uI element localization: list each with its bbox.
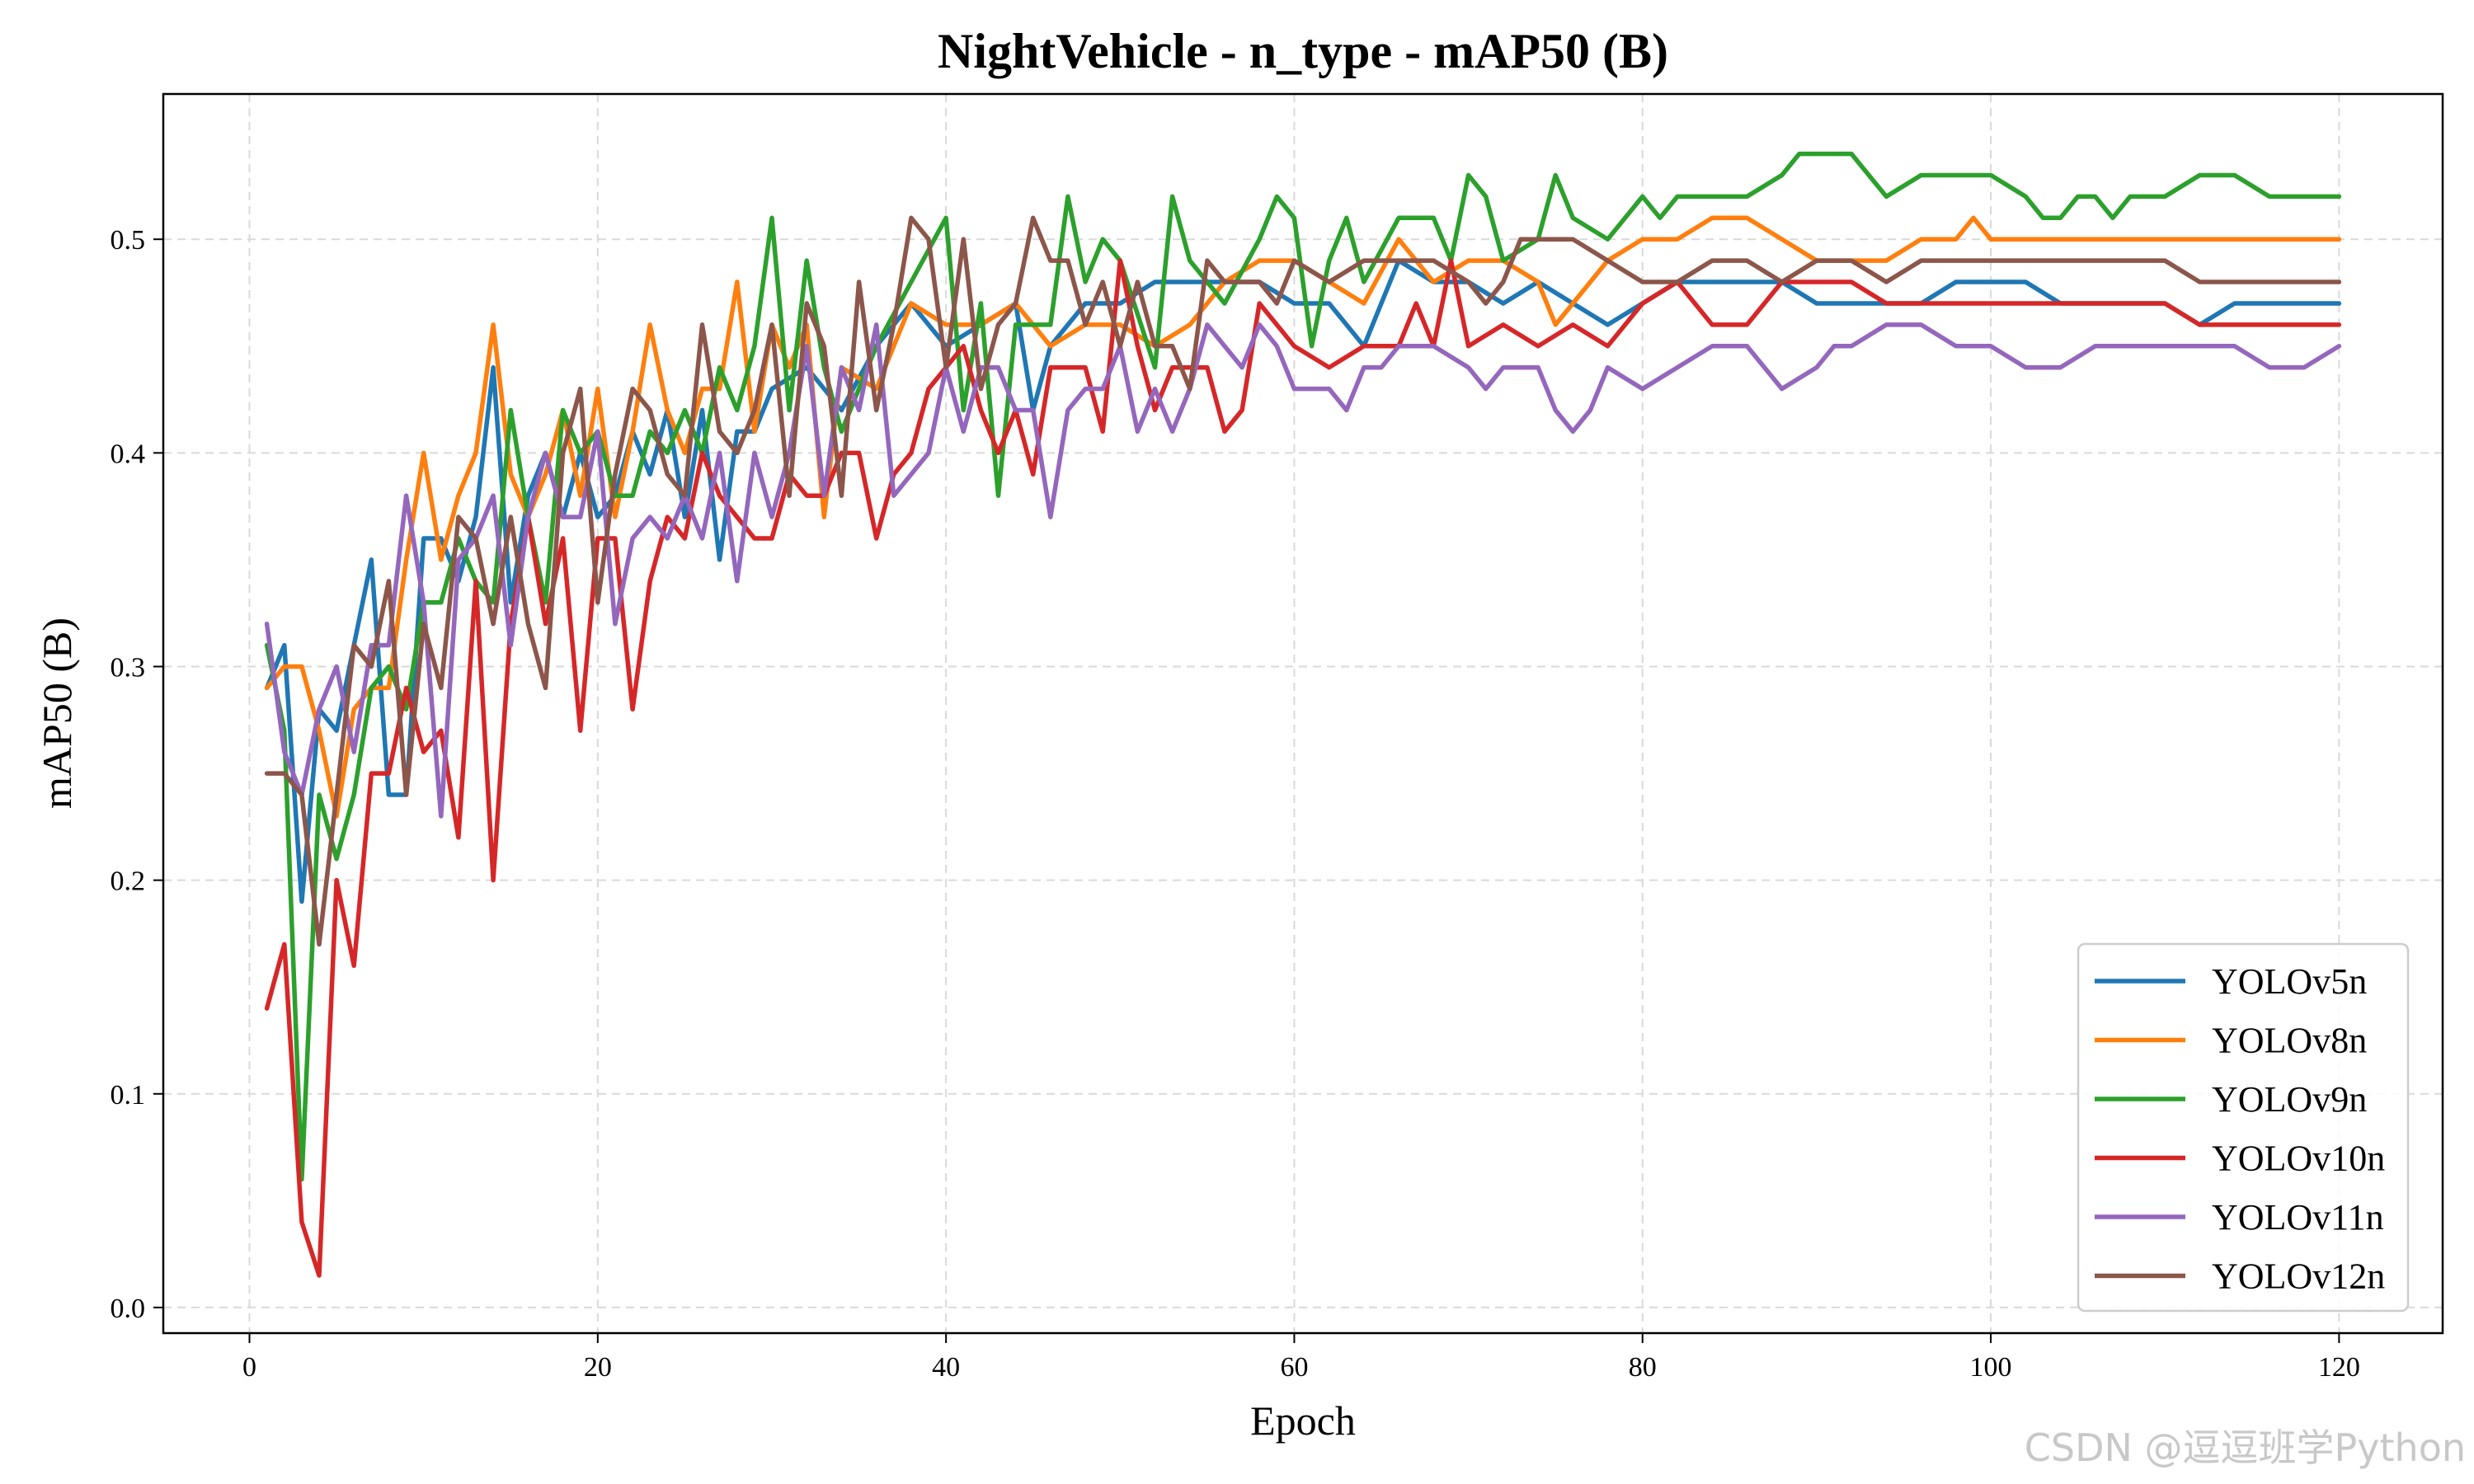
series-lines [264,151,2342,1278]
y-tick-label: 0.3 [111,652,146,683]
x-tick-label: 100 [1970,1352,2012,1383]
x-tick-label: 80 [1629,1352,1657,1383]
y-tick-label: 0.2 [111,866,146,897]
x-axis-label: Epoch [1250,1397,1356,1444]
x-tick-label: 40 [932,1352,960,1383]
plot-frame [162,92,2444,1335]
x-tick-label: 120 [2318,1352,2360,1383]
y-tick-label: 0.5 [111,225,146,256]
y-tick-label: 0.1 [111,1080,146,1111]
legend-label-yolov8n: YOLOv8n [2212,1021,2367,1061]
legend-label-yolov9n: YOLOv9n [2212,1079,2367,1120]
series-line-yolov10n [264,258,2342,1278]
watermark-text: CSDN @逗逗班学Python [2025,1425,2466,1470]
y-tick-label: 0.4 [111,439,146,469]
legend: YOLOv5n YOLOv8n YOLOv9n YOLOv10n YOLOv11n YOL… [2077,942,2410,1313]
series-line-yolov11n [264,322,2342,819]
chart-title: NightVehicle - n_type - mAP50 (B) [938,24,1668,78]
legend-label-yolov5n: YOLOv5n [2212,961,2367,1002]
x-tick-label: 0 [242,1352,256,1383]
y-axis-label: mAP50 (B) [34,618,80,809]
legend-label-yolov10n: YOLOv10n [2212,1139,2385,1179]
x-tick-label: 60 [1280,1352,1308,1383]
y-tick-label: 0.0 [111,1294,146,1324]
legend-label-yolov12n: YOLOv12n [2212,1256,2385,1297]
series-line-yolov12n [264,215,2342,947]
legend-label-yolov11n: YOLOv11n [2212,1197,2384,1237]
series-line-yolov8n [264,215,2342,819]
x-tick-label: 20 [584,1352,612,1383]
axis-ticks: 0 20 40 60 80 100 120 0.0 0.1 0.2 0.3 0.4 0.5 [111,225,2360,1383]
